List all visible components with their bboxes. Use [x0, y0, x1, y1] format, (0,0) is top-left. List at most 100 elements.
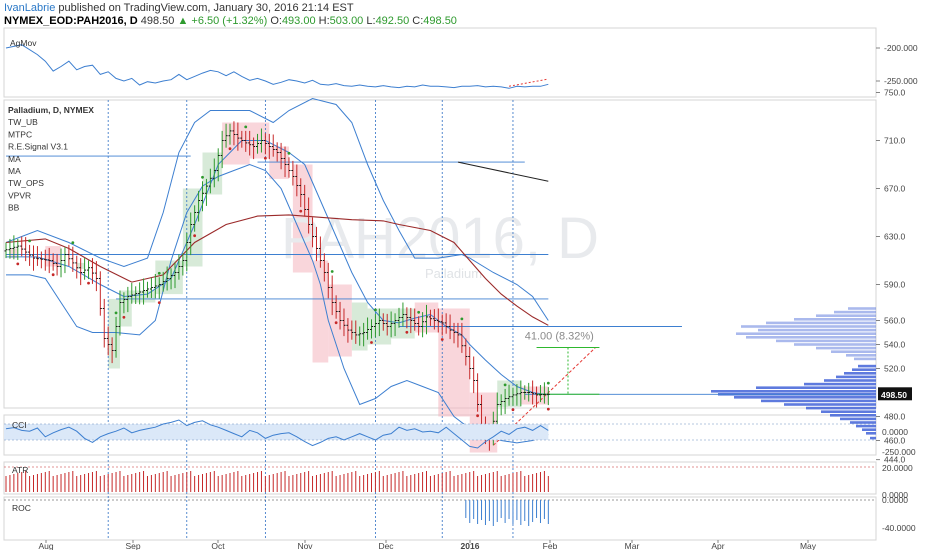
agmov-trend	[508, 78, 549, 87]
volume-profile-bar	[794, 343, 876, 346]
watermark-title: PAH2016, D	[281, 206, 599, 271]
volume-profile-bar	[758, 328, 876, 332]
atr-tick-label: 20.0000	[882, 463, 913, 473]
roc-tick-label: 0.0000	[882, 495, 908, 505]
signal-dot	[71, 241, 75, 245]
publish-line: IvanLabrie published on TradingView.com,…	[4, 2, 354, 14]
signal-dot	[460, 317, 464, 321]
time-tick-label: Feb	[543, 541, 558, 550]
signal-dot	[28, 239, 31, 243]
volume-profile-bar	[836, 375, 876, 379]
volume-profile-bar	[756, 386, 876, 389]
time-tick-label: Sep	[125, 541, 140, 550]
main-indicator-label: MA	[8, 166, 21, 176]
signal-dot	[440, 338, 444, 341]
volume-profile-bar	[852, 368, 876, 371]
price-tick-label: 480.0	[884, 412, 906, 422]
price-tick-label: 444.0	[884, 455, 906, 465]
main-indicator-label: TW_OPS	[8, 178, 44, 188]
signal-dot	[263, 156, 267, 160]
chart-header: IvanLabrie published on TradingView.com,…	[0, 0, 932, 28]
bg-zone-3	[108, 298, 120, 369]
signal-dot	[299, 209, 303, 213]
time-tick-label: Dec	[378, 541, 394, 550]
signal-dot	[287, 151, 291, 155]
open-value: 493.00	[281, 15, 316, 27]
time-tick-label: May	[800, 541, 817, 550]
volume-profile-bar	[804, 382, 876, 386]
signal-dot	[503, 383, 507, 387]
signal-dot	[405, 330, 409, 334]
current-price-tag-bg	[878, 387, 912, 401]
volume-profile-bar	[816, 314, 876, 317]
main-indicator-label: TW_UB	[8, 117, 38, 127]
volume-profile-bar	[806, 406, 876, 410]
panel-frame-3	[3, 461, 877, 495]
up-arrow-icon: ▲	[177, 15, 189, 27]
price-tick-label: 630.0	[884, 232, 906, 242]
low-label: L:	[366, 15, 376, 27]
price-tick-label: 520.0	[884, 364, 906, 374]
signal-dot	[417, 310, 421, 314]
projection-label: 41.00 (8.32%)	[525, 331, 594, 343]
price-tick-label: 460.0	[884, 436, 906, 446]
main-indicator-label: Palladium, D, NYMEX	[8, 105, 94, 115]
signal-dot	[157, 271, 161, 275]
volume-profile-bar	[830, 414, 876, 417]
signal-dot	[201, 175, 204, 179]
signal-dot	[16, 262, 20, 266]
published-text: published on TradingView.com, January 30…	[55, 2, 354, 14]
trend-line	[457, 161, 549, 182]
volume-profile-bar	[856, 424, 876, 428]
roc-label: ROC	[12, 503, 31, 513]
bg-zone-13	[312, 260, 329, 363]
agmov-line	[5, 44, 549, 89]
volume-profile-bar	[858, 364, 876, 368]
volume-profile-bar	[821, 410, 876, 413]
signal-dot	[122, 315, 126, 319]
price-tick-label: 540.0	[884, 340, 906, 350]
agmov-label: AgMov	[10, 38, 37, 48]
volume-profile-bar	[862, 428, 876, 431]
price-change: +6.50 (+1.32%)	[191, 15, 268, 27]
signal-dot	[244, 125, 248, 129]
price-tick-label: 670.0	[884, 184, 906, 194]
high-label: H:	[318, 15, 330, 27]
bg-zone-11	[269, 146, 289, 179]
cci-tick-label: -250.000	[882, 447, 916, 457]
time-tick-label: Nov	[297, 541, 313, 550]
close-label: C:	[412, 15, 424, 27]
signal-dot	[546, 381, 550, 385]
volume-profile-bar	[816, 346, 876, 350]
time-tick-label: 2016	[461, 541, 480, 550]
signal-dot	[476, 414, 479, 418]
volume-profile-bar	[854, 357, 876, 361]
signal-dot	[330, 270, 334, 273]
main-indicator-label: MA	[8, 154, 21, 164]
author-link[interactable]: IvanLabrie	[4, 2, 56, 14]
signal-dot	[51, 273, 55, 277]
agmov-tick-label: -200.000	[884, 43, 918, 53]
cci-label: CCI	[12, 420, 27, 430]
price-tick-label: 590.0	[884, 280, 906, 290]
watermark-subtitle: Palladium	[425, 266, 482, 281]
bg-zone-20	[469, 392, 498, 453]
volume-profile-bar	[784, 403, 876, 406]
atr-label: ATR	[12, 465, 28, 475]
moving-average-line	[5, 214, 549, 326]
price-tick-label: 750.0	[884, 88, 906, 98]
signal-dot	[546, 407, 550, 411]
volume-profile-bar	[846, 354, 876, 357]
signal-dot	[193, 234, 197, 238]
signal-dot	[114, 311, 118, 315]
last-price: 498.50	[140, 15, 175, 27]
main-indicator-label: R.E.Signal V3.1	[8, 142, 68, 152]
time-tick-label: Apr	[711, 541, 724, 550]
signal-dot	[228, 147, 232, 151]
bg-zone-9	[222, 122, 250, 165]
cci-tick-label: 0.0000	[882, 427, 908, 437]
symbol-name: NYMEX_EOD:PAH2016, D	[4, 15, 138, 27]
signal-dot	[370, 341, 373, 344]
main-indicator-label: VPVR	[8, 190, 31, 200]
